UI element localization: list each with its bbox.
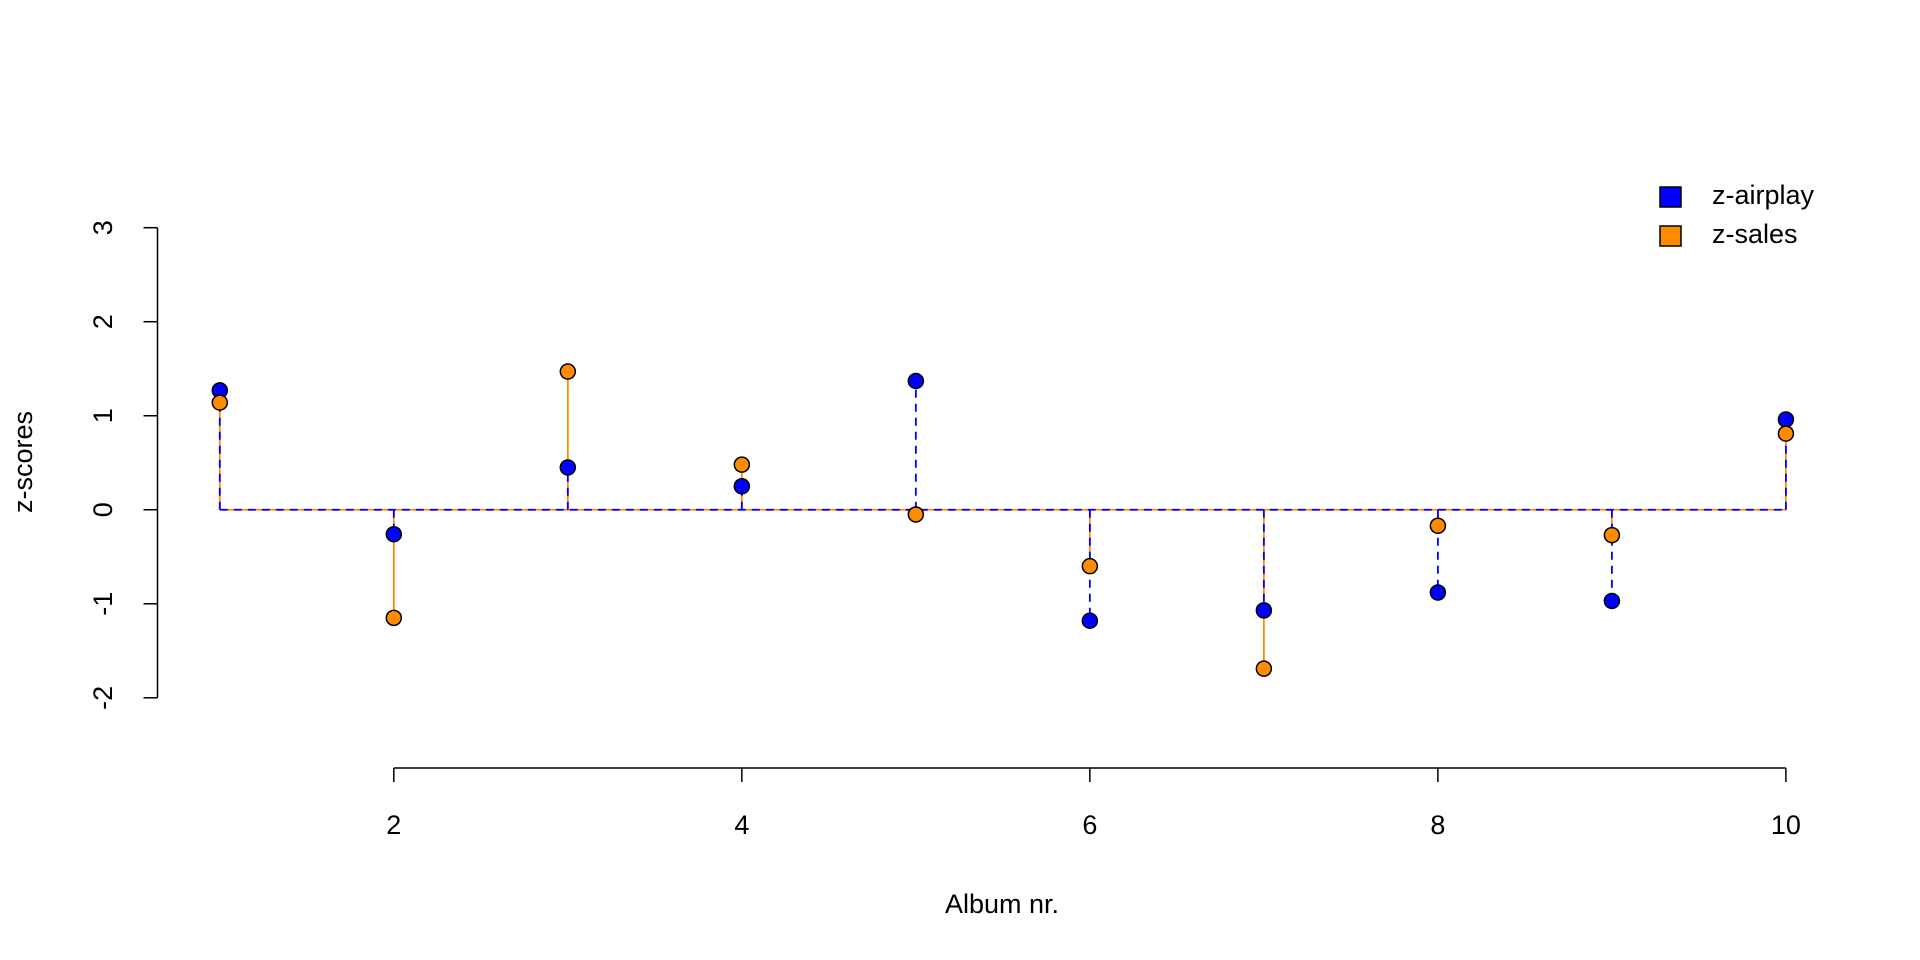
point xyxy=(733,456,751,473)
point xyxy=(1777,425,1795,442)
y-tick-label: 1 xyxy=(88,408,118,423)
x-axis-label: Album nr. xyxy=(945,889,1059,919)
x-tick-label: 8 xyxy=(1430,810,1445,840)
legend-swatch xyxy=(1659,186,1682,208)
point xyxy=(907,506,925,523)
point xyxy=(907,372,925,390)
point xyxy=(1081,557,1099,575)
point xyxy=(1081,612,1099,629)
point xyxy=(559,363,577,380)
y-axis-label: z-scores xyxy=(8,411,38,513)
point xyxy=(559,459,577,476)
x-tick-label: 2 xyxy=(386,810,401,840)
point xyxy=(385,609,403,627)
x-tick-label: 6 xyxy=(1082,810,1097,840)
point xyxy=(1603,526,1621,544)
y-tick-label: 3 xyxy=(88,220,118,235)
point xyxy=(385,525,403,543)
legend-label: z-sales xyxy=(1712,219,1798,249)
point xyxy=(211,394,229,411)
legend-label: z-airplay xyxy=(1712,180,1815,210)
x-tick-label: 10 xyxy=(1771,810,1801,840)
y-tick-label: -2 xyxy=(88,686,118,710)
x-tick-label: 4 xyxy=(734,810,749,840)
point xyxy=(1777,411,1795,428)
point xyxy=(733,478,751,495)
point xyxy=(1429,517,1447,534)
point xyxy=(1429,584,1447,601)
y-tick-label: 0 xyxy=(88,502,118,517)
y-tick-label: -1 xyxy=(88,592,118,616)
legend-swatch xyxy=(1659,225,1682,247)
point xyxy=(1255,660,1273,677)
point xyxy=(1603,592,1621,610)
y-tick-label: 2 xyxy=(88,314,118,329)
point xyxy=(1255,602,1273,619)
